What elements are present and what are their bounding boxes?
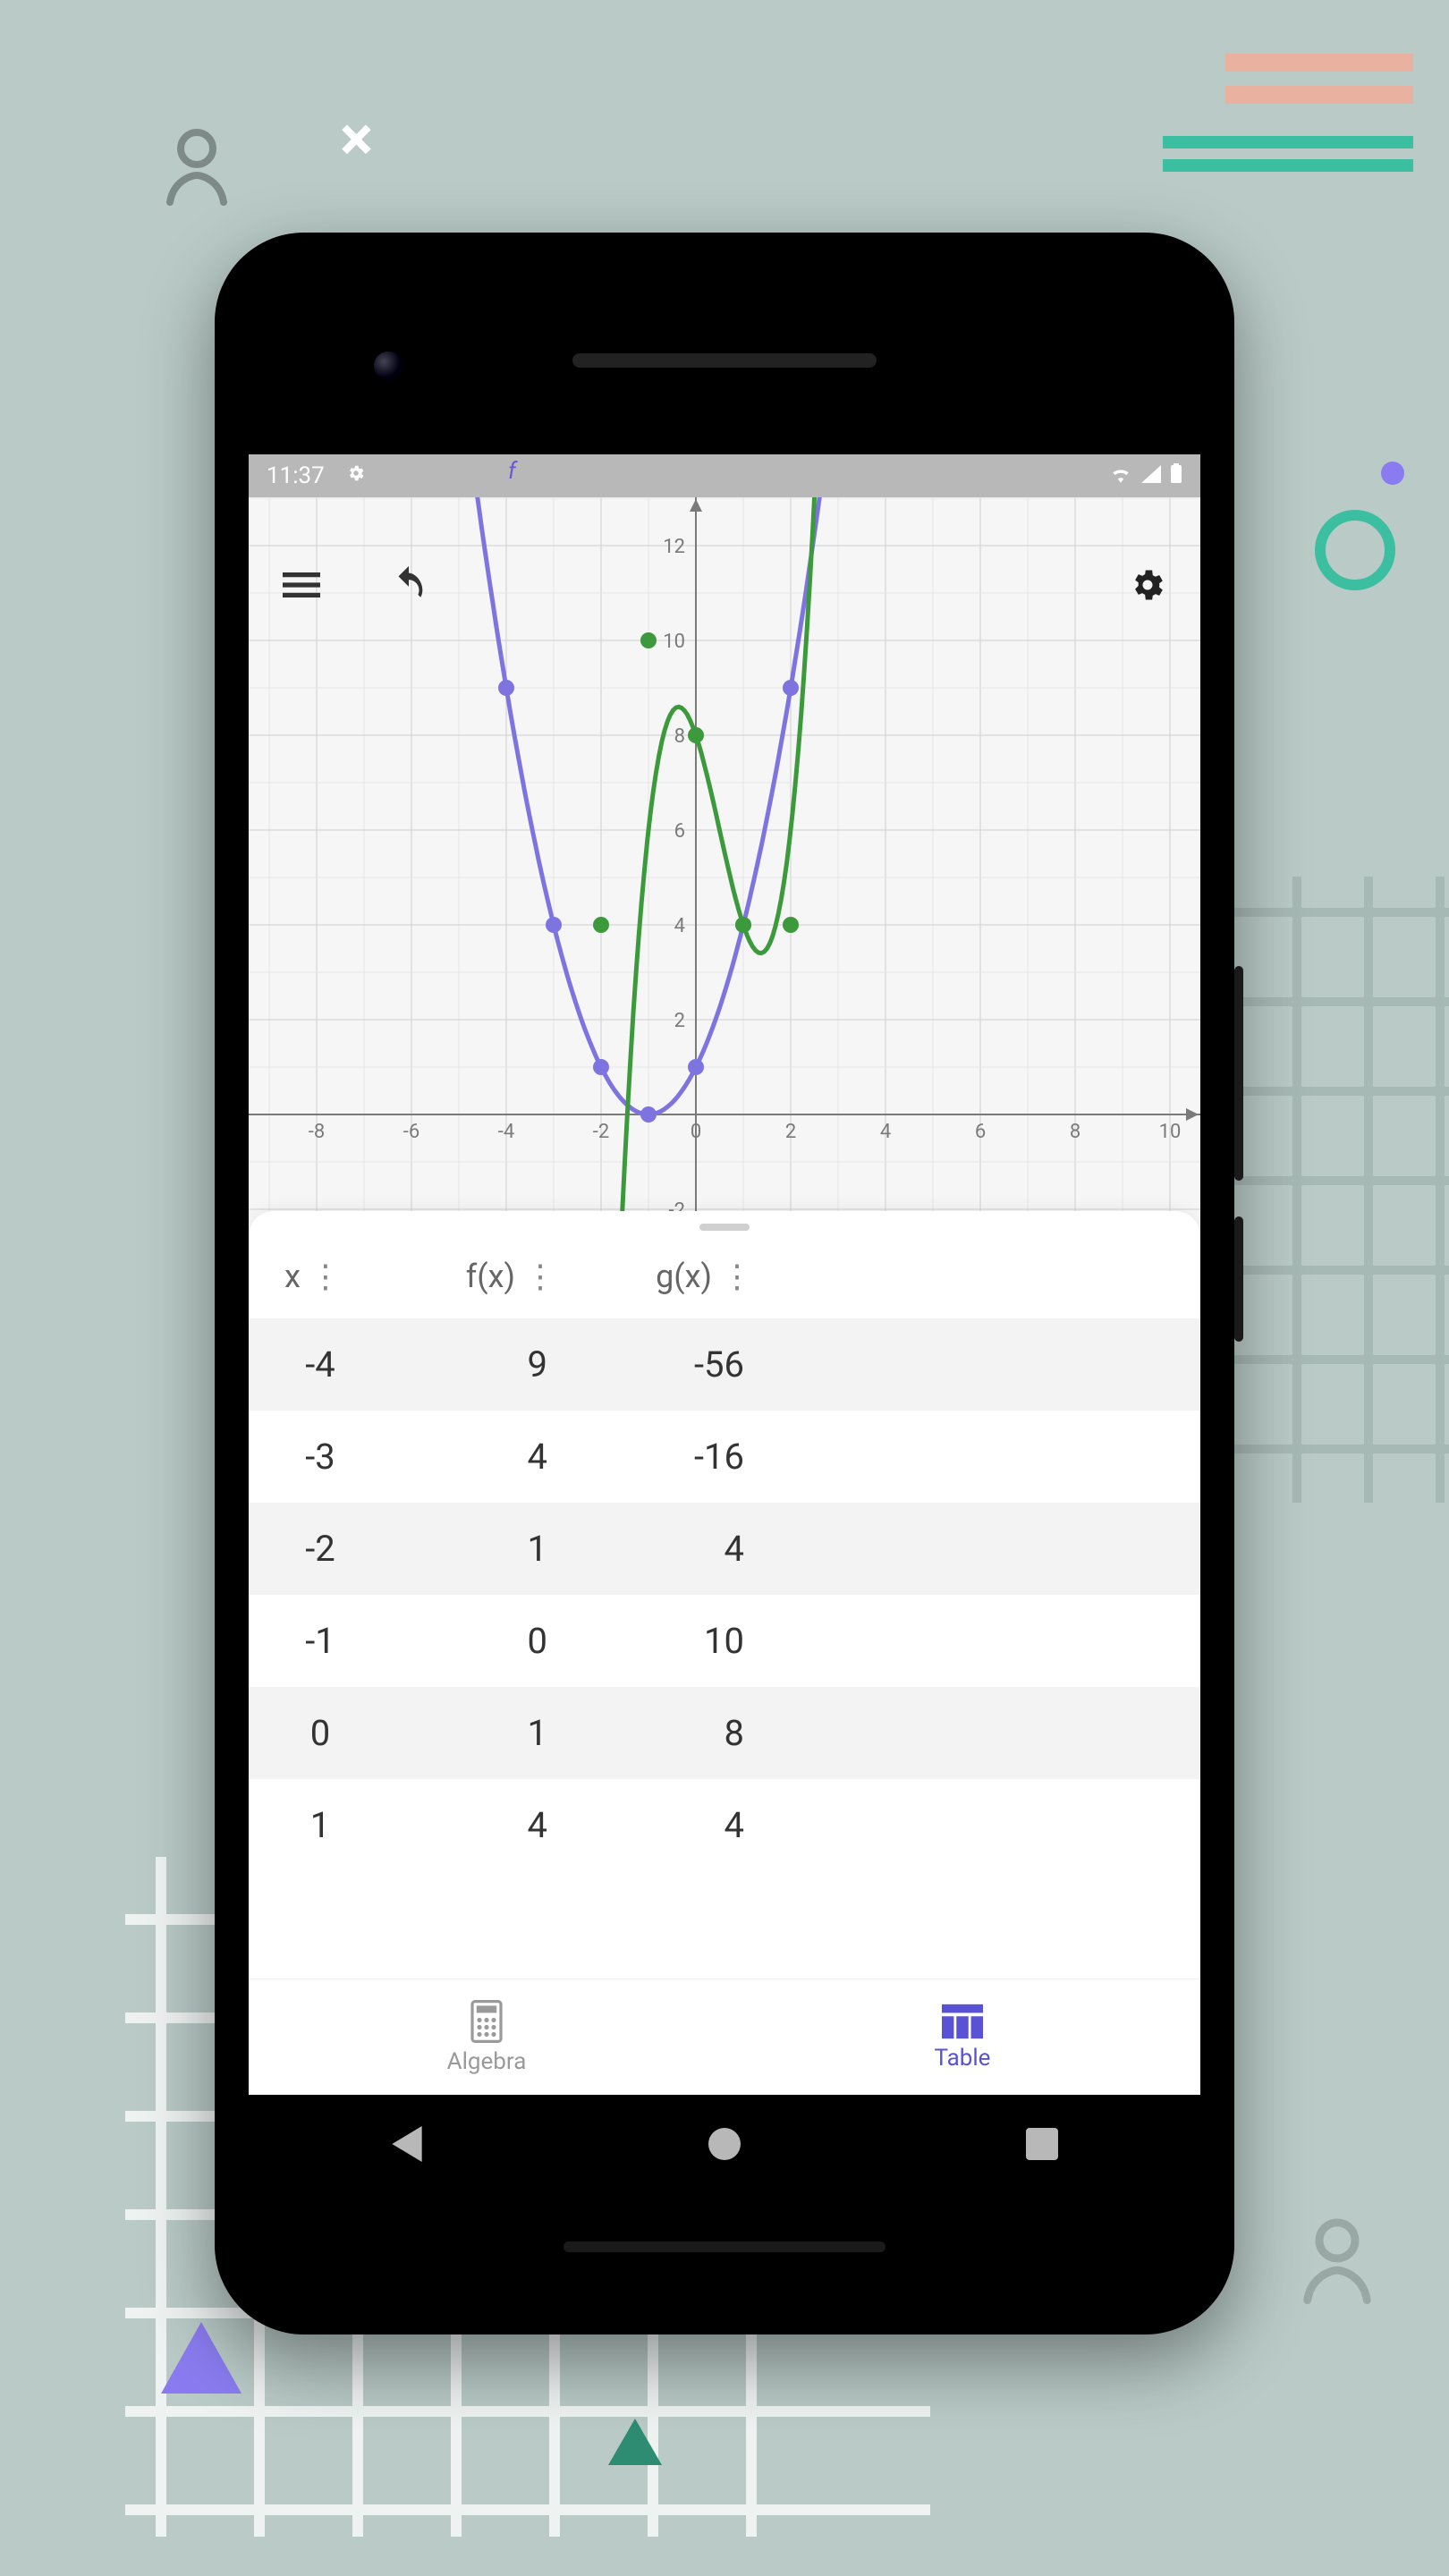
wifi-icon	[1109, 462, 1132, 489]
column-header-gx: g(x)	[656, 1258, 712, 1295]
table-row[interactable]: -49-56	[249, 1318, 1200, 1411]
decor-triangle-green	[608, 2419, 662, 2469]
table-cell: 10	[571, 1620, 767, 1662]
phone-side-button	[1234, 1216, 1243, 1342]
table-row[interactable]: 018	[249, 1687, 1200, 1779]
svg-text:8: 8	[674, 725, 685, 748]
svg-text:0: 0	[691, 1121, 701, 1143]
svg-text:10: 10	[663, 631, 685, 653]
svg-text:6: 6	[674, 820, 685, 843]
battery-icon	[1170, 462, 1182, 489]
decor-x-icon: ×	[340, 103, 373, 176]
calculator-icon	[469, 2000, 504, 2043]
tab-algebra[interactable]: Algebra	[249, 1979, 724, 2095]
svg-text:4: 4	[674, 915, 685, 937]
table-icon	[942, 2004, 983, 2039]
nav-back-button[interactable]	[386, 2123, 428, 2165]
phone-chin	[249, 2193, 1200, 2301]
decor-ring	[1315, 510, 1395, 590]
bottom-tab-bar: Algebra Table	[249, 1979, 1200, 2095]
status-time: 11:37	[267, 462, 325, 489]
phone-speaker	[572, 353, 877, 368]
android-nav-bar	[249, 2095, 1200, 2193]
table-cell: 1	[258, 1804, 383, 1846]
table-cell: -16	[571, 1436, 767, 1478]
tab-table[interactable]: Table	[724, 1979, 1200, 2095]
table-cell: -2	[258, 1528, 383, 1570]
nav-recent-button[interactable]	[1021, 2123, 1063, 2165]
phone-top-bezel	[249, 267, 1200, 454]
decor-grid-right	[1216, 877, 1449, 1506]
signal-icon	[1141, 462, 1161, 489]
svg-text:-4: -4	[498, 1121, 514, 1143]
table-cell: 4	[383, 1804, 571, 1846]
table-row[interactable]: -34-16	[249, 1411, 1200, 1503]
column-header-x: x	[284, 1258, 301, 1295]
column-header-fx: f(x)	[466, 1258, 515, 1295]
table-cell: -3	[258, 1436, 383, 1478]
decor-person-icon-br	[1297, 2215, 1377, 2308]
menu-button[interactable]	[270, 554, 333, 616]
drag-handle[interactable]	[699, 1224, 750, 1231]
tab-algebra-label: Algebra	[447, 2048, 527, 2075]
svg-text:-8: -8	[309, 1121, 325, 1143]
phone-frame: 11:37 f -8-6-4-20246810-224681012	[215, 233, 1234, 2334]
decor-dot	[1381, 462, 1404, 485]
svg-text:2: 2	[785, 1121, 796, 1143]
settings-button[interactable]	[1116, 554, 1179, 616]
table-cell: 4	[383, 1436, 571, 1478]
tab-table-label: Table	[935, 2045, 991, 2072]
table-cell: 0	[258, 1712, 383, 1754]
undo-button[interactable]	[377, 554, 440, 616]
table-cell: 1	[383, 1528, 571, 1570]
column-menu-x[interactable]: ⋮	[309, 1258, 342, 1295]
table-panel: x ⋮ f(x) ⋮ g(x) ⋮ -49-56-34-16-214-10100…	[249, 1211, 1200, 2095]
function-label: f	[508, 458, 516, 485]
svg-text:6: 6	[975, 1121, 986, 1143]
table-cell: -56	[571, 1343, 767, 1385]
column-menu-gx[interactable]: ⋮	[721, 1258, 753, 1295]
table-header: x ⋮ f(x) ⋮ g(x) ⋮	[249, 1258, 1200, 1318]
decor-person-icon	[161, 125, 233, 209]
table-cell: -4	[258, 1343, 383, 1385]
app-screen: 11:37 f -8-6-4-20246810-224681012	[249, 454, 1200, 2095]
nav-home-button[interactable]	[704, 2123, 745, 2165]
graph-toolbar	[249, 540, 1200, 630]
table-cell: -1	[258, 1620, 383, 1662]
phone-camera	[374, 352, 402, 380]
settings-small-icon	[346, 462, 366, 489]
table-row[interactable]: -1010	[249, 1595, 1200, 1687]
svg-text:-6: -6	[403, 1121, 419, 1143]
table-row[interactable]: -214	[249, 1503, 1200, 1595]
svg-text:-2: -2	[593, 1121, 609, 1143]
table-row[interactable]: 144	[249, 1779, 1200, 1871]
table-cell: 9	[383, 1343, 571, 1385]
table-cell: 4	[571, 1528, 767, 1570]
phone-side-button	[1234, 966, 1243, 1181]
table-body[interactable]: -49-56-34-16-214-1010018144	[249, 1318, 1200, 1979]
table-cell: 4	[571, 1804, 767, 1846]
status-bar: 11:37 f	[249, 454, 1200, 497]
table-cell: 0	[383, 1620, 571, 1662]
svg-text:8: 8	[1070, 1121, 1080, 1143]
svg-text:2: 2	[674, 1010, 685, 1032]
svg-text:4: 4	[880, 1121, 891, 1143]
graph-canvas[interactable]: -8-6-4-20246810-224681012	[249, 497, 1200, 1231]
decor-stripes	[1163, 54, 1413, 182]
column-menu-fx[interactable]: ⋮	[524, 1258, 556, 1295]
svg-text:10: 10	[1159, 1121, 1182, 1143]
table-cell: 8	[571, 1712, 767, 1754]
decor-triangle-purple	[161, 2322, 242, 2397]
table-cell: 1	[383, 1712, 571, 1754]
